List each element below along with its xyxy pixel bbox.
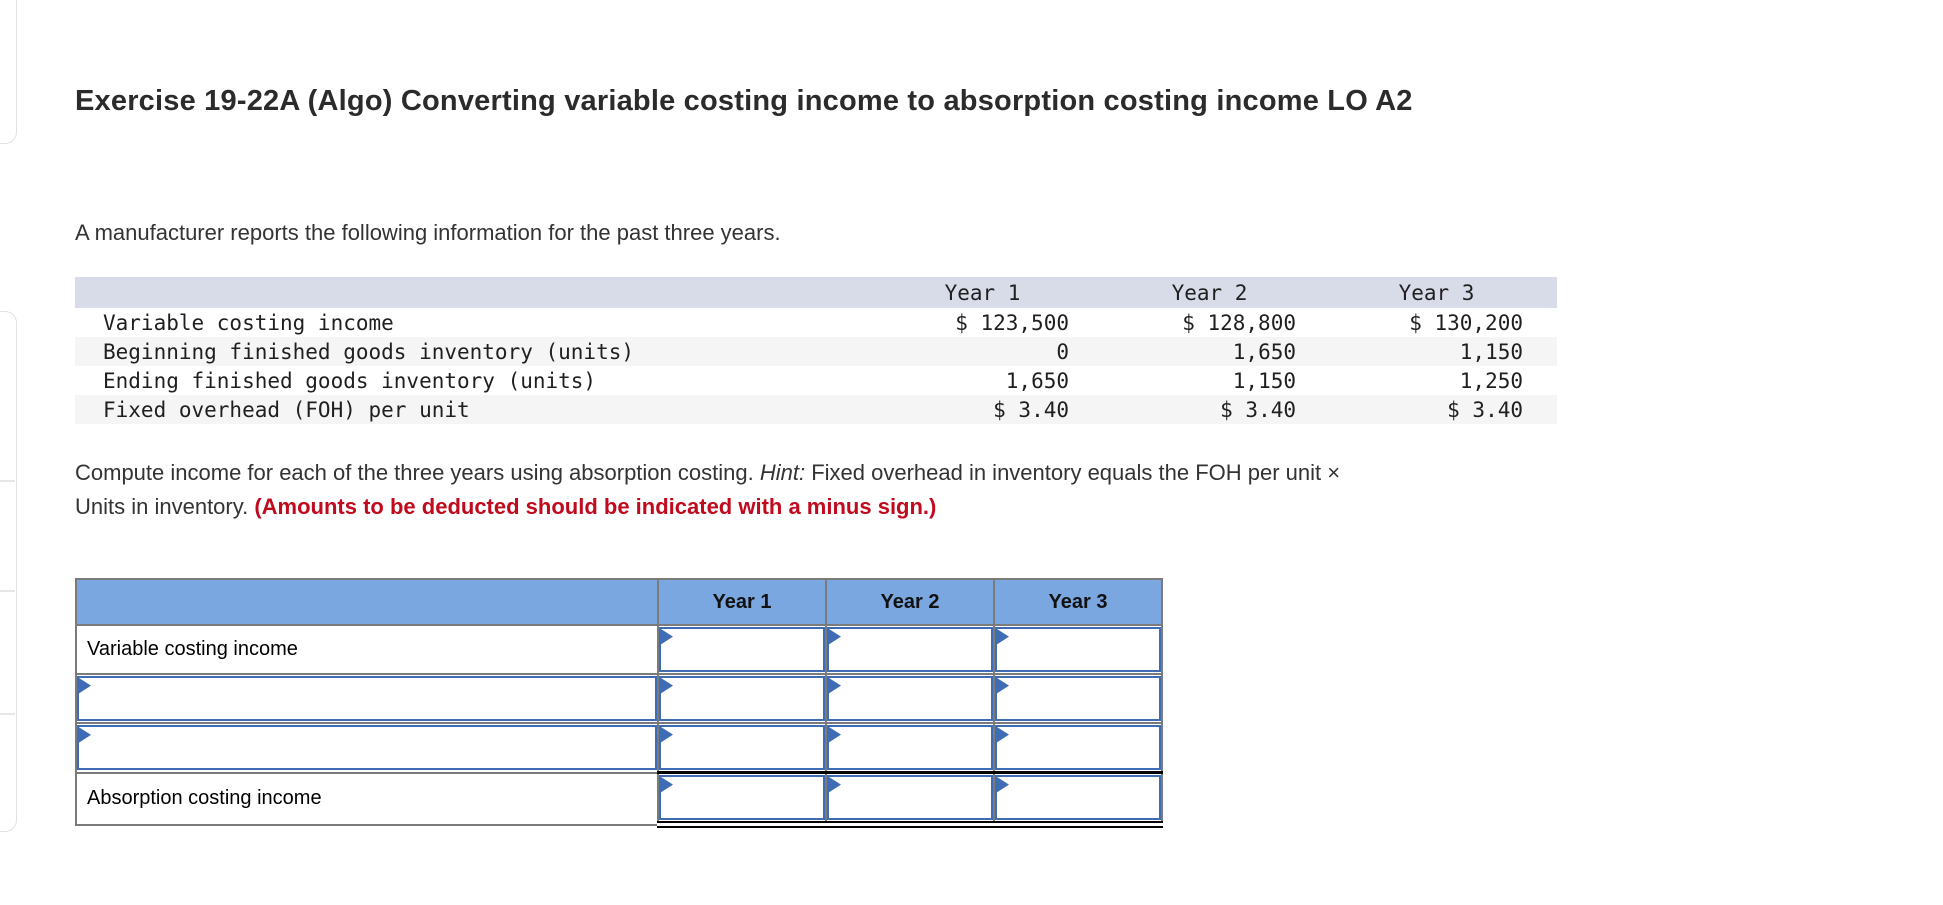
cell-marker-icon (829, 629, 841, 645)
instruction-part1: Compute income for each of the three yea… (75, 460, 760, 485)
answer-label-input[interactable] (77, 676, 657, 721)
cell-marker-icon (661, 727, 673, 743)
answer-row-adjustment-1 (75, 673, 1163, 724)
answer-input-year1[interactable] (659, 676, 825, 721)
answer-row-variable-costing-income: Variable costing income (75, 624, 1163, 675)
intro-text: A manufacturer reports the following inf… (75, 220, 781, 245)
answer-header-year3: Year 3 (993, 578, 1163, 626)
row-value: $ 130,200 (1409, 310, 1523, 335)
answer-header-blank (75, 578, 659, 626)
row-value: $ 128,800 (1182, 310, 1296, 335)
answer-input-year2[interactable] (827, 775, 993, 820)
answer-row-label: Variable costing income (75, 624, 659, 675)
answer-row-absorption-costing-income: Absorption costing income (75, 771, 1163, 828)
answer-row-adjustment-2 (75, 722, 1163, 774)
cell-marker-icon (997, 629, 1009, 645)
cell-marker-icon (661, 629, 673, 645)
answer-header-row: Year 1 Year 2 Year 3 (75, 578, 1163, 626)
cell-marker-icon (997, 777, 1009, 793)
hint-label: Hint: (759, 460, 806, 485)
cell-marker-icon (79, 678, 91, 694)
answer-input-year1[interactable] (659, 627, 825, 672)
row-value: $ 123,500 (955, 310, 1069, 335)
answer-input-year2[interactable] (827, 725, 993, 770)
info-row-fixed-overhead: Fixed overhead (FOH) per unit $ 3.40 $ 3… (75, 395, 1557, 424)
row-value: $ 3.40 (1447, 397, 1523, 422)
cell-marker-icon (997, 678, 1009, 694)
answer-input-year1[interactable] (659, 775, 825, 820)
instruction-part2: Fixed overhead in inventory equals the F… (805, 460, 1341, 485)
info-table: Year 1 Year 2 Year 3 Variable costing in… (75, 277, 1557, 424)
row-label: Fixed overhead (FOH) per unit (103, 397, 470, 422)
answer-input-year3[interactable] (995, 725, 1161, 770)
row-value: 1,250 (1459, 368, 1523, 393)
info-header-year2: Year 2 (1103, 277, 1330, 308)
left-edge-separator (0, 713, 15, 715)
answer-row-label: Absorption costing income (75, 771, 659, 826)
row-label: Ending finished goods inventory (units) (103, 368, 597, 393)
left-edge-separator (0, 590, 15, 592)
answer-header-year2: Year 2 (825, 578, 995, 626)
cell-marker-icon (661, 678, 673, 694)
answer-label-input[interactable] (77, 725, 657, 771)
answer-input-year2[interactable] (827, 627, 993, 672)
answer-input-year3[interactable] (995, 775, 1161, 820)
row-label: Beginning finished goods inventory (unit… (103, 339, 635, 364)
info-header-blank (75, 277, 876, 308)
answer-input-year2[interactable] (827, 676, 993, 721)
instruction-text: Compute income for each of the three yea… (75, 456, 1925, 524)
cell-marker-icon (829, 727, 841, 743)
info-row-variable-costing-income: Variable costing income $ 123,500 $ 128,… (75, 308, 1557, 337)
cell-marker-icon (829, 678, 841, 694)
answer-table: Year 1 Year 2 Year 3 Variable costing in… (75, 578, 1163, 828)
row-value: 1,150 (1232, 368, 1296, 393)
left-edge-card-list (0, 311, 17, 832)
info-row-beginning-inventory: Beginning finished goods inventory (unit… (75, 337, 1557, 366)
cell-marker-icon (79, 727, 91, 743)
page-title: Exercise 19-22A (Algo) Converting variab… (75, 85, 1413, 117)
instruction-part3: Units in inventory. (75, 494, 255, 519)
row-value: $ 3.40 (993, 397, 1069, 422)
row-value: 1,650 (1232, 339, 1296, 364)
cell-marker-icon (661, 777, 673, 793)
answer-header-year1: Year 1 (657, 578, 827, 626)
answer-input-year3[interactable] (995, 627, 1161, 672)
left-edge-separator (0, 480, 15, 482)
row-value: $ 3.40 (1220, 397, 1296, 422)
cell-marker-icon (829, 777, 841, 793)
row-value: 1,150 (1459, 339, 1523, 364)
info-header-year3: Year 3 (1330, 277, 1557, 308)
answer-input-year1[interactable] (659, 725, 825, 770)
info-header-year1: Year 1 (876, 277, 1103, 308)
info-row-ending-inventory: Ending finished goods inventory (units) … (75, 366, 1557, 395)
warning-text: (Amounts to be deducted should be indica… (254, 494, 937, 519)
answer-input-year3[interactable] (995, 676, 1161, 721)
cell-marker-icon (997, 727, 1009, 743)
row-value: 0 (1056, 339, 1069, 364)
row-value: 1,650 (1005, 368, 1069, 393)
row-label: Variable costing income (103, 310, 394, 335)
left-edge-card-top (0, 0, 17, 144)
info-header-row: Year 1 Year 2 Year 3 (75, 277, 1557, 308)
